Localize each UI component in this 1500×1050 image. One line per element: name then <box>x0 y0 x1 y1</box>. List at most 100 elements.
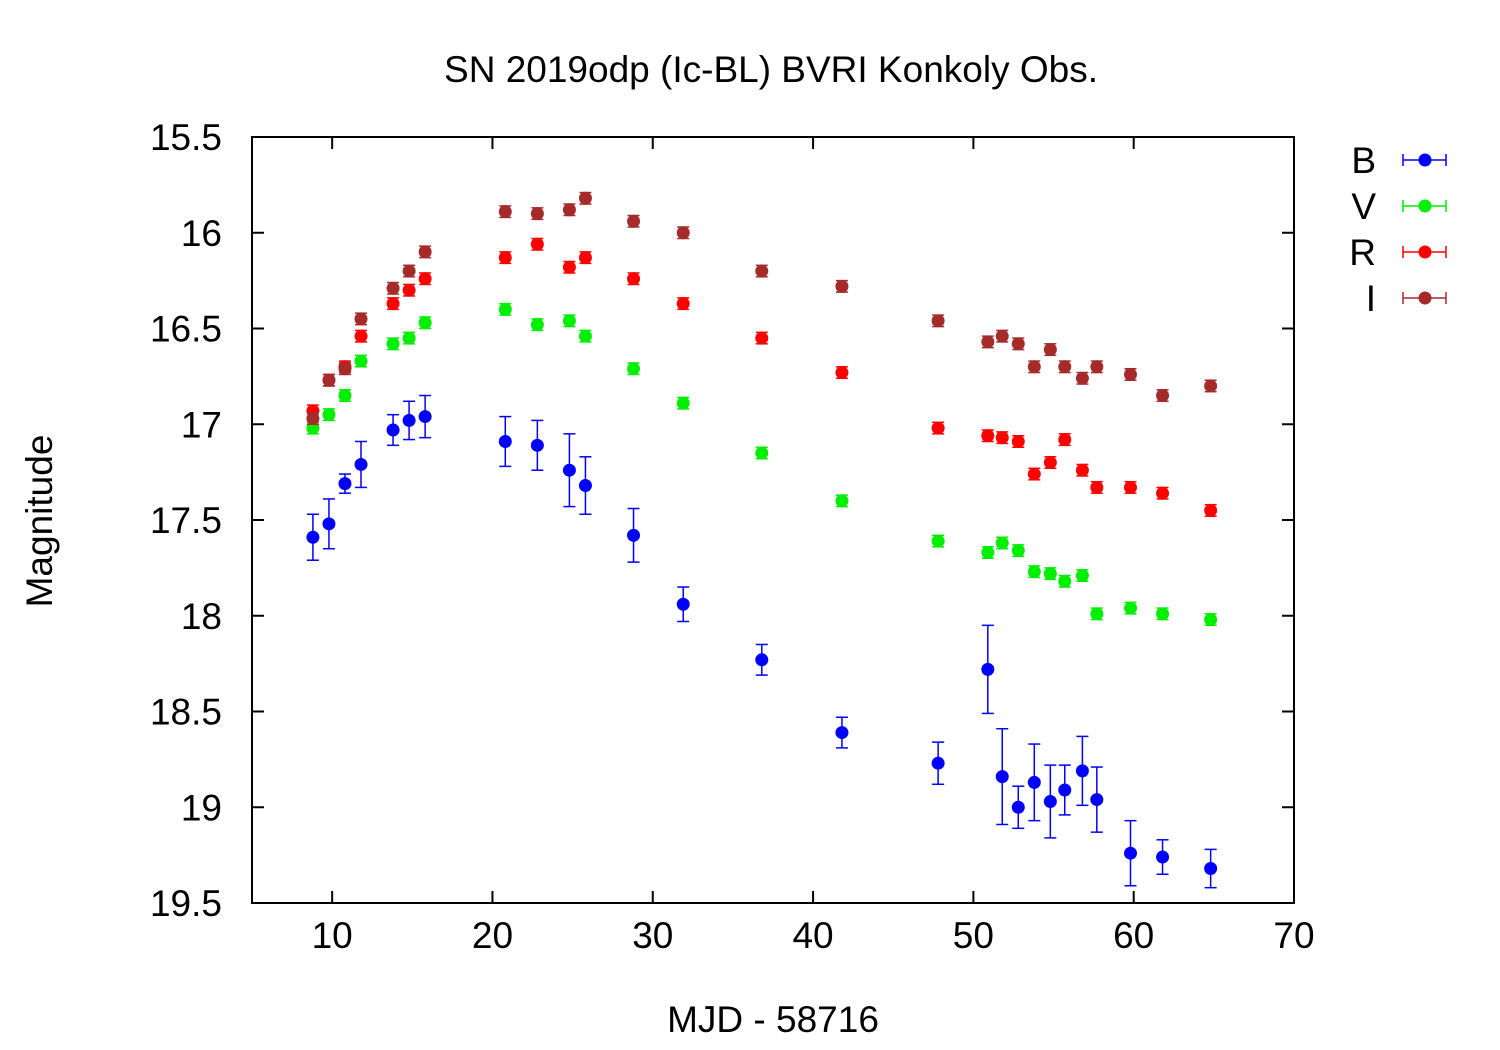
data-point <box>1011 337 1025 351</box>
data-point <box>1027 775 1041 789</box>
y-tick-label: 18 <box>181 596 222 637</box>
y-tick-label: 15.5 <box>150 117 222 158</box>
y-tick-label: 17.5 <box>150 500 222 541</box>
legend-marker <box>1418 291 1432 305</box>
data-point <box>1075 463 1089 477</box>
data-point <box>578 251 592 265</box>
data-point <box>1043 456 1057 470</box>
data-point <box>1043 343 1057 357</box>
data-point <box>981 429 995 443</box>
data-point <box>835 494 849 508</box>
series-V <box>306 302 1218 627</box>
data-point <box>931 421 945 435</box>
data-point <box>627 528 641 542</box>
data-point <box>835 366 849 380</box>
data-point <box>322 408 336 422</box>
data-point <box>402 413 416 427</box>
data-point <box>1011 434 1025 448</box>
data-point <box>931 314 945 328</box>
legend: BVRI <box>1349 140 1447 319</box>
data-point <box>676 396 690 410</box>
x-tick-label: 50 <box>953 915 994 956</box>
chart-title: SN 2019odp (Ic-BL) BVRI Konkoly Obs. <box>444 49 1098 90</box>
data-point <box>931 756 945 770</box>
data-point <box>354 354 368 368</box>
data-point <box>1123 846 1137 860</box>
data-point <box>322 517 336 531</box>
data-point <box>1058 783 1072 797</box>
data-point <box>981 335 995 349</box>
data-point <box>562 260 576 274</box>
data-point <box>1090 607 1104 621</box>
data-point <box>995 536 1009 550</box>
series-B <box>306 394 1218 889</box>
series-I <box>306 191 1218 426</box>
data-point <box>1204 503 1218 517</box>
data-point <box>676 597 690 611</box>
y-tick-label: 16.5 <box>150 309 222 350</box>
data-point <box>530 318 544 332</box>
data-points <box>306 191 1218 889</box>
data-point <box>995 329 1009 343</box>
data-point <box>530 237 544 251</box>
data-point <box>354 312 368 326</box>
data-point <box>755 264 769 278</box>
data-point <box>498 251 512 265</box>
y-tick-label: 19 <box>181 787 222 828</box>
data-point <box>354 457 368 471</box>
data-point <box>386 281 400 295</box>
data-point <box>1156 389 1170 403</box>
data-point <box>1011 800 1025 814</box>
legend-label: I <box>1366 278 1376 319</box>
data-point <box>1011 544 1025 558</box>
data-point <box>402 264 416 278</box>
y-tick-label: 18.5 <box>150 692 222 733</box>
data-point <box>627 214 641 228</box>
data-point <box>1075 764 1089 778</box>
data-point <box>562 203 576 217</box>
data-point <box>498 302 512 316</box>
data-point <box>338 362 352 376</box>
data-point <box>755 331 769 345</box>
legend-marker <box>1418 153 1432 167</box>
data-point <box>1075 371 1089 385</box>
data-point <box>1204 379 1218 393</box>
data-point <box>1204 613 1218 627</box>
y-tick-label: 17 <box>181 404 222 445</box>
data-point <box>386 337 400 351</box>
data-point <box>402 331 416 345</box>
x-axis-ticks: 10 20 30 40 50 60 70 <box>312 137 1315 956</box>
x-tick-label: 70 <box>1273 915 1314 956</box>
data-point <box>1027 565 1041 579</box>
data-point <box>562 314 576 328</box>
data-point <box>578 479 592 493</box>
data-point <box>306 412 320 426</box>
data-point <box>306 530 320 544</box>
legend-label: R <box>1349 232 1376 273</box>
data-point <box>578 329 592 343</box>
legend-label: V <box>1351 186 1376 227</box>
data-point <box>931 534 945 548</box>
data-point <box>627 272 641 286</box>
data-point <box>1123 367 1137 381</box>
data-point <box>995 431 1009 445</box>
data-point <box>498 205 512 219</box>
data-point <box>402 283 416 297</box>
data-point <box>562 463 576 477</box>
data-point <box>755 446 769 460</box>
legend-marker <box>1418 199 1432 213</box>
data-point <box>418 410 432 424</box>
data-point <box>386 423 400 437</box>
data-point <box>530 207 544 221</box>
data-point <box>1058 574 1072 588</box>
data-point <box>1090 480 1104 494</box>
x-tick-label: 30 <box>632 915 673 956</box>
data-point <box>676 297 690 311</box>
data-point <box>1075 569 1089 583</box>
data-point <box>418 272 432 286</box>
legend-marker <box>1418 245 1432 259</box>
data-point <box>755 653 769 667</box>
y-tick-label: 19.5 <box>150 883 222 924</box>
